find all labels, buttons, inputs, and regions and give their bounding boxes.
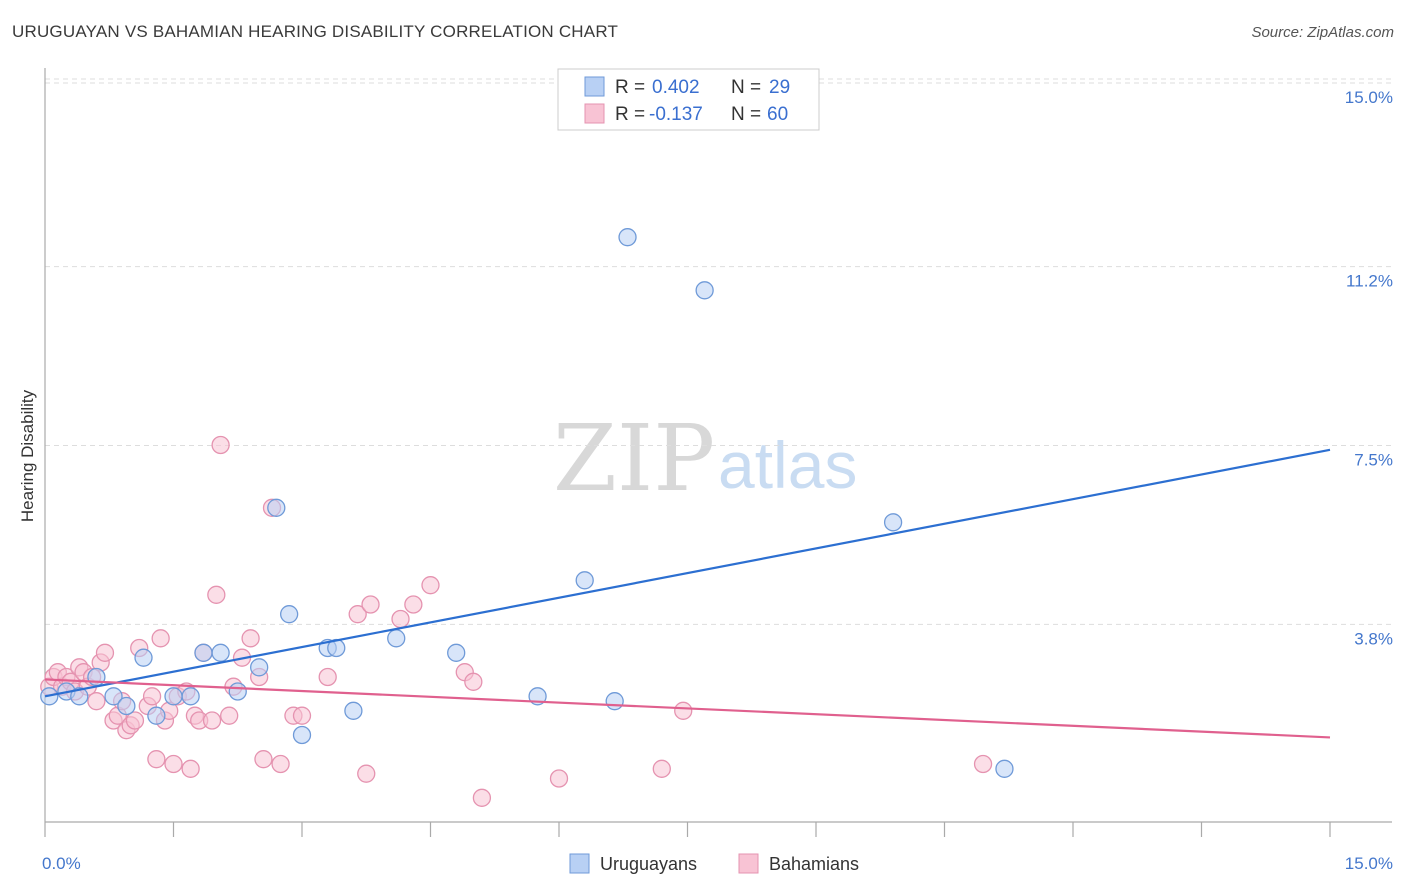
uruguayan-legend-swatch <box>584 76 605 97</box>
uruguayan-point <box>211 643 230 662</box>
y-axis-title: Hearing Disability <box>18 389 37 522</box>
bahamian-point <box>151 629 170 648</box>
bahamian-n-label: N = <box>731 104 761 125</box>
bahamian-point <box>147 750 166 769</box>
bahamian-point <box>164 754 183 774</box>
bahamian-r-value: -0.137 <box>649 104 703 125</box>
uruguayan-point <box>387 629 406 648</box>
uruguayan-point <box>228 682 247 701</box>
uruguayan-point <box>279 605 299 624</box>
bahamians-legend-swatch <box>738 853 759 874</box>
bahamian-point <box>391 609 410 629</box>
source-label: Source: ZipAtlas.com <box>1251 24 1394 41</box>
y-tick-label: 3.8% <box>1354 629 1393 648</box>
x-tick-label: 15.0% <box>1345 854 1393 873</box>
bahamian-point <box>125 711 145 730</box>
uruguayan-r-label: R = <box>615 77 645 98</box>
bahamian-point <box>211 435 230 455</box>
uruguayan-n-value: 29 <box>769 77 790 98</box>
uruguayan-point <box>147 706 166 725</box>
bahamian-point <box>348 605 367 624</box>
uruguayan-point <box>250 658 269 677</box>
uruguayan-point <box>575 571 594 590</box>
gridlines <box>45 78 1392 625</box>
bahamian-point <box>318 667 337 687</box>
bahamians-trend-line <box>44 678 1331 739</box>
bahamian-points <box>40 435 993 807</box>
x-axis-ticks <box>44 822 1331 837</box>
bahamian-point <box>292 706 312 725</box>
bahamian-point <box>254 750 273 769</box>
bahamian-point <box>271 754 290 774</box>
bahamian-point <box>652 759 671 778</box>
bahamian-r-label: R = <box>615 104 645 125</box>
uruguayans-legend-label: Uruguayans <box>600 854 697 874</box>
uruguayan-point <box>995 759 1014 778</box>
y-tick-labels: 3.8% 7.5% 11.2% 15.0% <box>1345 88 1393 648</box>
uruguayan-point <box>104 687 123 706</box>
bahamian-point <box>549 769 569 788</box>
uruguayan-point <box>605 692 624 711</box>
uruguayan-point <box>117 696 136 716</box>
uruguayan-point <box>164 687 183 706</box>
bahamian-point <box>421 576 440 595</box>
uruguayan-point <box>447 643 466 662</box>
trend-lines <box>44 448 1331 739</box>
uruguayan-points <box>40 228 1014 778</box>
chart-title: URUGUAYAN VS BAHAMIAN HEARING DISABILITY… <box>12 22 619 41</box>
bahamian-point <box>95 643 115 662</box>
uruguayans-legend-swatch <box>569 853 590 874</box>
bahamian-n-value: 60 <box>767 104 788 125</box>
bahamians-legend-label: Bahamians <box>769 854 859 874</box>
bahamian-point <box>142 687 162 706</box>
y-tick-label: 15.0% <box>1345 88 1393 107</box>
bahamian-point <box>220 706 239 725</box>
x-tick-labels: 0.0% 15.0% <box>42 854 1393 873</box>
uruguayan-point <box>267 498 286 517</box>
series-legend: Uruguayans Bahamians <box>569 853 859 874</box>
y-tick-label: 11.2% <box>1346 272 1393 291</box>
watermark-atlas: atlas <box>718 428 857 502</box>
uruguayan-point <box>695 281 714 300</box>
bahamian-point <box>357 764 376 783</box>
bahamian-point <box>674 701 693 720</box>
bahamian-point <box>241 629 260 648</box>
uruguayan-point <box>292 725 312 745</box>
uruguayan-point <box>134 648 153 667</box>
bahamian-point <box>181 759 200 778</box>
uruguayan-point <box>194 643 213 662</box>
uruguayan-r-value: 0.402 <box>652 77 700 98</box>
watermark-zip: ZIP <box>553 405 715 512</box>
bahamian-point <box>464 672 483 691</box>
bahamian-point <box>361 595 380 614</box>
bahamian-point <box>202 711 222 730</box>
uruguayan-point <box>70 687 89 706</box>
uruguayan-point <box>344 701 363 720</box>
uruguayan-point <box>181 687 200 706</box>
uruguayan-point <box>618 228 637 247</box>
bahamian-point <box>87 692 106 711</box>
x-tick-label: 0.0% <box>42 854 81 873</box>
y-tick-label: 7.5% <box>1354 451 1393 470</box>
uruguayan-point <box>883 513 903 532</box>
uruguayan-n-label: N = <box>731 77 761 98</box>
bahamian-point <box>973 754 993 774</box>
correlation-legend: R = 0.402 N = 29 R = -0.137 N = 60 <box>557 68 820 131</box>
bahamian-point <box>404 595 423 614</box>
bahamian-point <box>472 788 492 807</box>
bahamian-legend-swatch <box>584 103 605 124</box>
bahamian-point <box>207 585 226 604</box>
uruguayans-trend-line <box>44 448 1331 698</box>
